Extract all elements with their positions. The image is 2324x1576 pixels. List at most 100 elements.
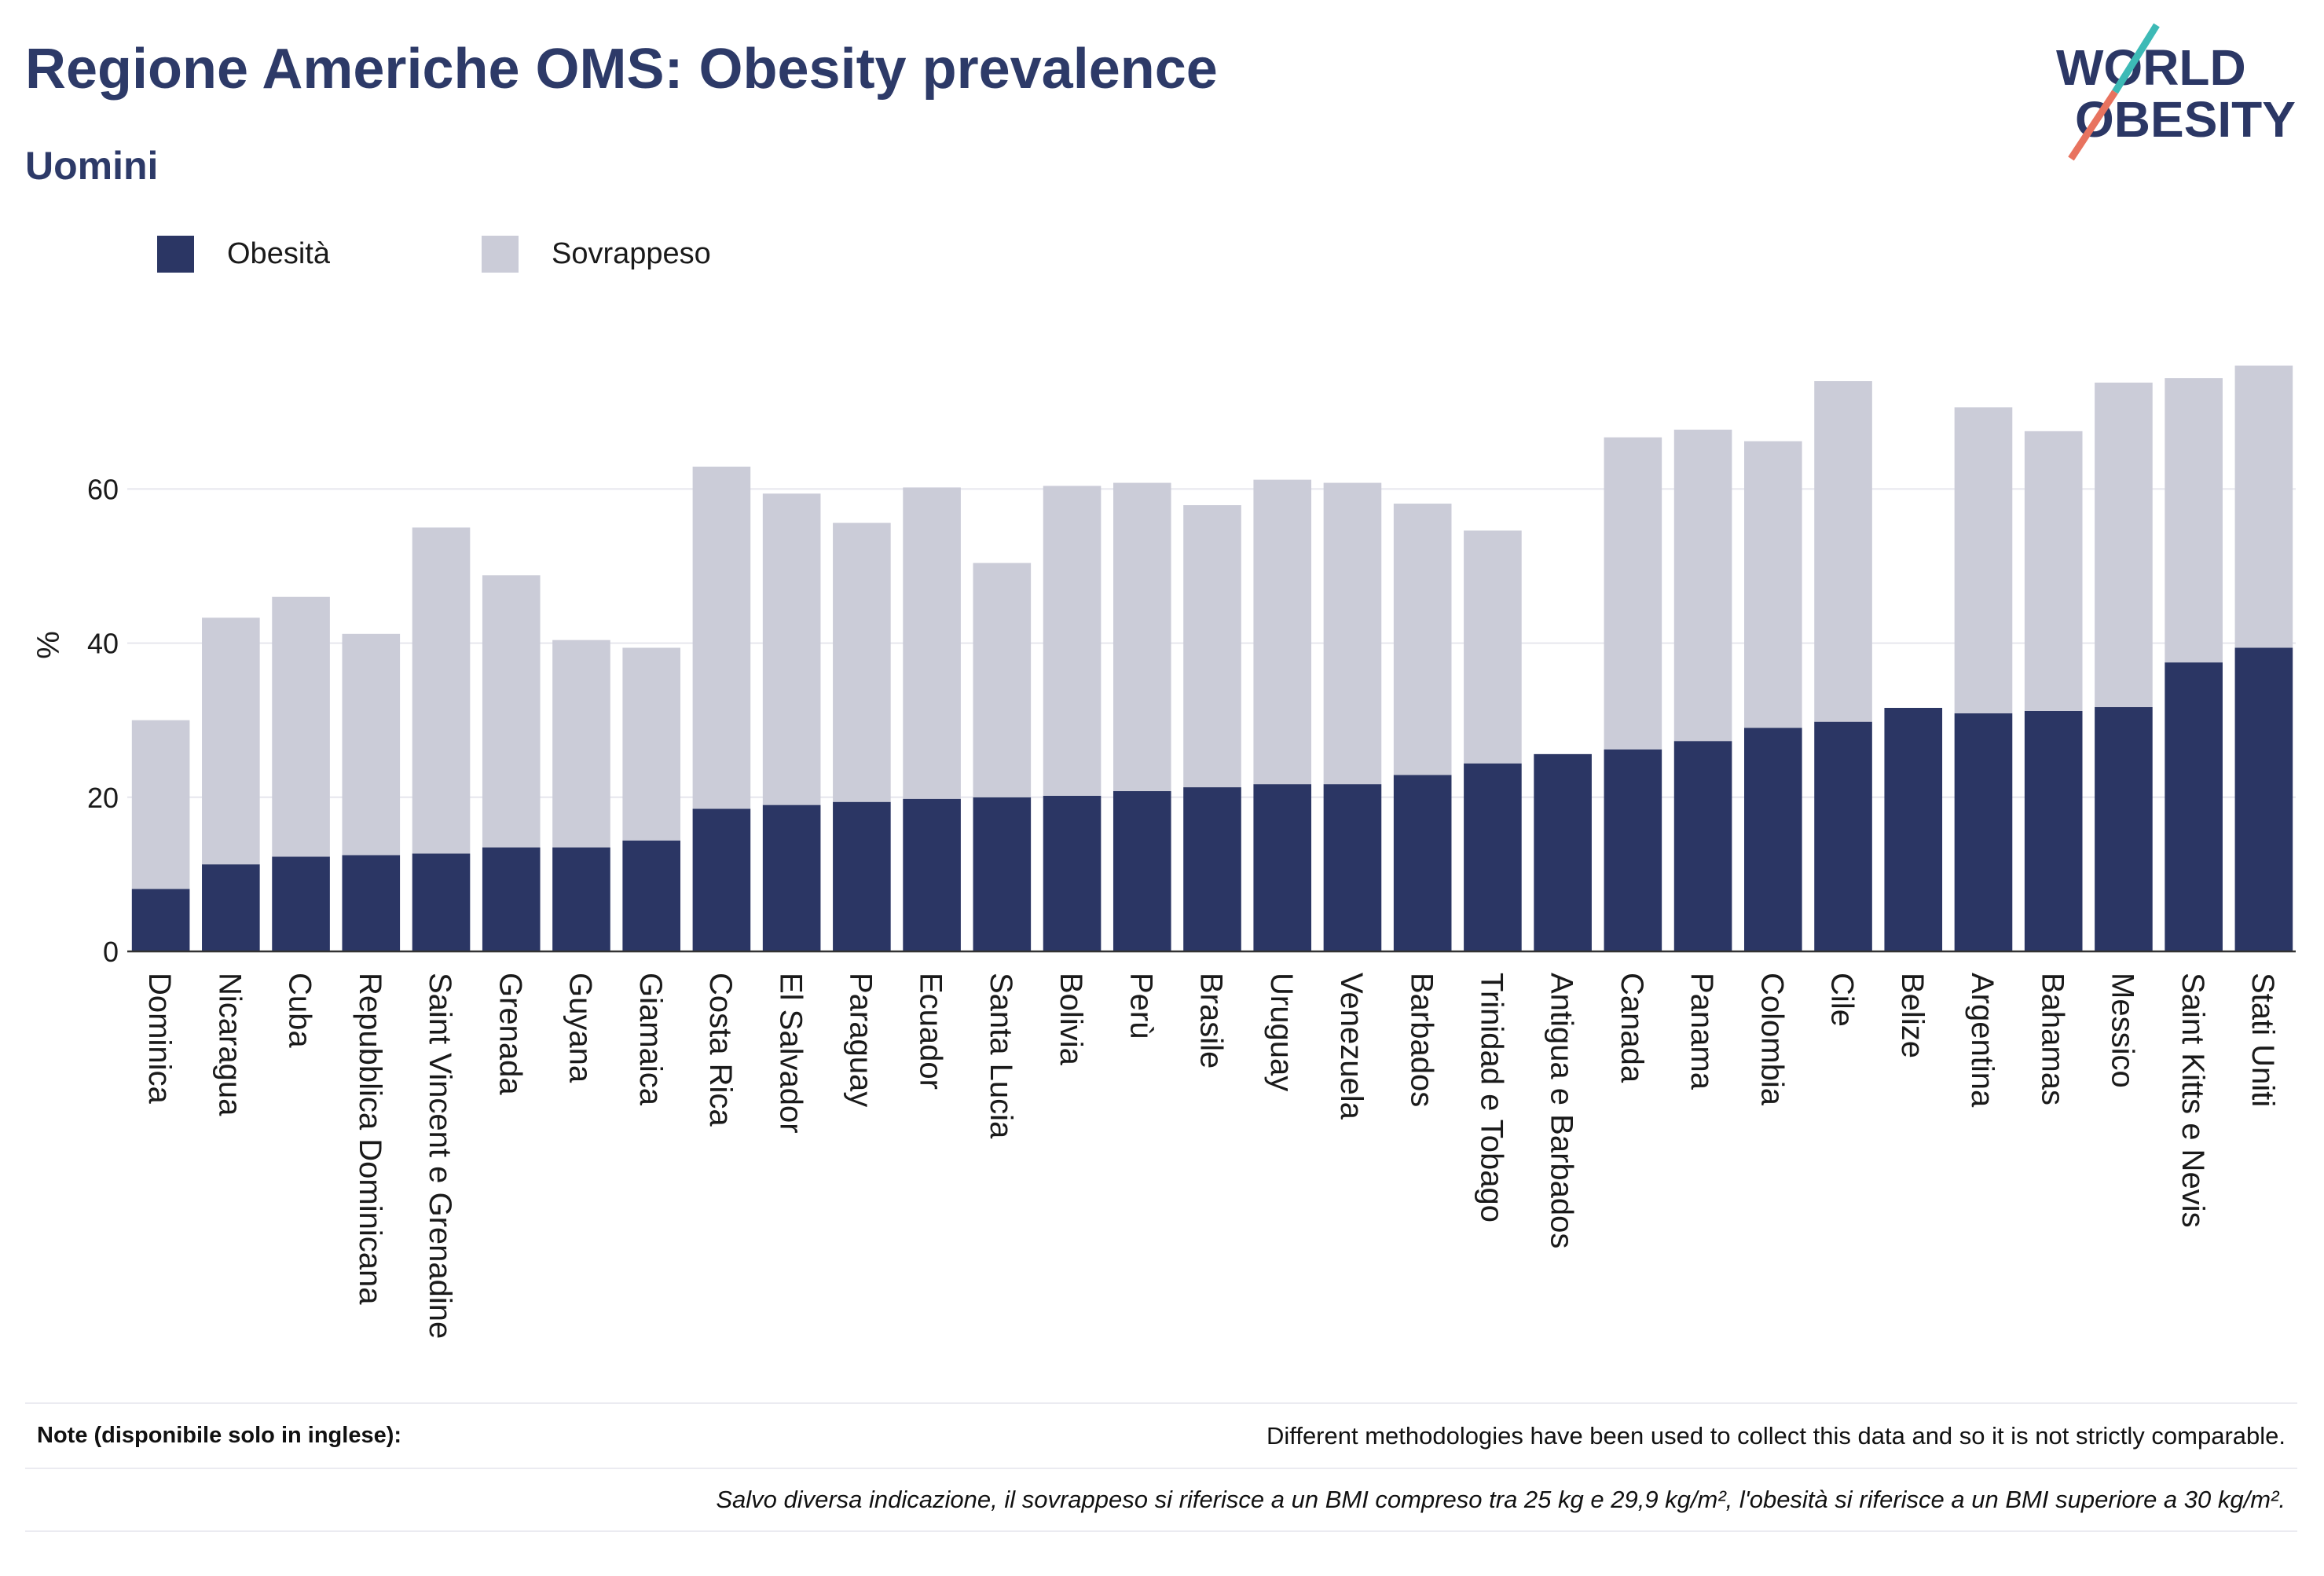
- overweight-bar: [833, 522, 891, 802]
- obesity-bar: [1253, 784, 1312, 951]
- obesity-bar: [342, 855, 401, 952]
- obesity-bar: [1183, 787, 1241, 951]
- x-tick-label: Grenada: [493, 973, 527, 1095]
- obesity-bar: [1113, 790, 1171, 951]
- bars: [131, 365, 2293, 952]
- x-tick-label: Cuba: [283, 973, 317, 1048]
- x-tick-label: Santa Lucia: [984, 973, 1018, 1139]
- x-tick-label: Belize: [1895, 973, 1930, 1058]
- logo-slash-icon: [2068, 23, 2160, 161]
- obesity-bar: [692, 808, 751, 951]
- x-tick-label: Giamaica: [633, 973, 668, 1106]
- overweight-bar: [2024, 431, 2083, 711]
- obesity-bar: [2095, 707, 2153, 951]
- obesity-bar: [131, 889, 190, 951]
- x-tick-label: Uruguay: [1264, 973, 1299, 1091]
- overweight-bar: [622, 647, 680, 841]
- overweight-bar: [2095, 383, 2153, 708]
- x-tick-label: Ecuador: [914, 973, 948, 1090]
- obesity-bar: [833, 801, 891, 951]
- overweight-bar: [2165, 378, 2223, 663]
- x-tick-label: Paraguay: [843, 973, 878, 1107]
- x-tick-label: Trinidad e Tobago: [1475, 973, 1509, 1222]
- obesity-bar: [1604, 749, 1662, 951]
- legend-item-obesity[interactable]: Obesità: [157, 236, 330, 273]
- obesity-bar: [1814, 721, 1872, 951]
- logo-slash-top: [2112, 23, 2160, 94]
- obesity-bar: [2024, 710, 2083, 951]
- y-tick-label: 20: [87, 782, 119, 814]
- overweight-bar: [762, 493, 821, 805]
- x-tick-label: Perù: [1124, 973, 1158, 1039]
- x-tick-label: El Salvador: [773, 973, 808, 1134]
- x-tick-label: Stati Uniti: [2245, 973, 2280, 1107]
- obesity-bar: [903, 798, 961, 951]
- obesity-bar: [1043, 795, 1102, 951]
- notes-table: Note (disponibile solo in inglese): Diff…: [25, 1402, 2297, 1532]
- y-tick-label: 40: [87, 628, 119, 660]
- stacked-bar-chart: 0 20 40 60 Dominica Nicaragua Cuba Repubblica …: [31, 365, 2296, 1339]
- legend-swatch-obesity: [157, 236, 194, 273]
- x-tick-label: Panama: [1684, 973, 1719, 1090]
- overweight-bar: [412, 527, 471, 854]
- x-tick-label: Saint Vincent e Grenadine: [423, 973, 457, 1339]
- chart-subtitle: Uomini: [25, 144, 159, 188]
- overweight-bar: [1113, 482, 1171, 791]
- y-axis-label: %: [31, 631, 66, 659]
- logo-slash-bottom: [2068, 90, 2118, 161]
- obesity-bar: [272, 856, 330, 951]
- x-tick-label: Repubblica Dominicana: [353, 973, 387, 1305]
- overweight-bar: [342, 633, 401, 856]
- obesity-bar: [2234, 647, 2293, 951]
- obesity-bar: [202, 864, 260, 951]
- obesity-bar: [1673, 741, 1732, 951]
- overweight-bar: [903, 487, 961, 799]
- overweight-bar: [1183, 505, 1241, 788]
- x-tick-label: Nicaragua: [212, 973, 247, 1116]
- x-tick-label: Bahamas: [2035, 973, 2069, 1105]
- obesity-bar: [1393, 775, 1452, 951]
- overweight-bar: [1043, 486, 1102, 796]
- y-tick-label: 0: [103, 936, 119, 968]
- legend-item-overweight[interactable]: Sovrappeso: [482, 236, 711, 273]
- obesity-bar: [552, 847, 610, 952]
- obesity-bar: [1464, 763, 1522, 951]
- x-tick-label: Bolivia: [1054, 973, 1088, 1066]
- obesity-bar: [2165, 662, 2223, 952]
- chart-title: Regione Americhe OMS: Obesity prevalence: [25, 38, 1218, 101]
- overweight-bar: [482, 575, 541, 848]
- legend-label-obesity: Obesità: [227, 237, 330, 270]
- obesity-bar: [762, 804, 821, 951]
- notes-definition-text: Salvo diversa indicazione, il sovrappeso…: [716, 1486, 2286, 1513]
- overweight-bar: [272, 596, 330, 857]
- x-tick-label: Canada: [1615, 973, 1649, 1083]
- overweight-bar: [552, 640, 610, 848]
- obesity-bar: [412, 853, 471, 951]
- world-obesity-logo: WORLD OBESITY: [2043, 16, 2310, 173]
- logo-word-world: WORLD: [2056, 39, 2246, 96]
- notes-label: Note (disponibile solo in inglese):: [37, 1423, 402, 1448]
- obesity-bar: [973, 797, 1032, 951]
- x-tick-label: Cile: [1825, 973, 1860, 1027]
- overweight-bar: [692, 466, 751, 809]
- overweight-bar: [1744, 441, 1802, 728]
- x-axis-labels: Dominica Nicaragua Cuba Repubblica Dominica…: [142, 973, 2280, 1339]
- obesity-bar: [482, 847, 541, 952]
- obesity-bar: [622, 840, 680, 951]
- x-tick-label: Barbados: [1404, 973, 1439, 1107]
- overweight-bar: [973, 563, 1032, 797]
- overweight-bar: [2234, 365, 2293, 648]
- notes-row-definition: Salvo diversa indicazione, il sovrappeso…: [25, 1468, 2297, 1532]
- obesity-bar: [1744, 728, 1802, 951]
- legend-swatch-overweight: [482, 236, 519, 273]
- overweight-bar: [202, 618, 260, 865]
- overweight-bar: [1673, 429, 1732, 742]
- overweight-bar: [131, 720, 190, 889]
- overweight-bar: [1604, 437, 1662, 750]
- x-tick-label: Brasile: [1194, 973, 1229, 1068]
- x-tick-label: Saint Kitts e Nevis: [2176, 973, 2210, 1228]
- overweight-bar: [1253, 479, 1312, 785]
- legend-label-overweight: Sovrappeso: [552, 237, 711, 270]
- x-tick-label: Argentina: [1965, 973, 2000, 1108]
